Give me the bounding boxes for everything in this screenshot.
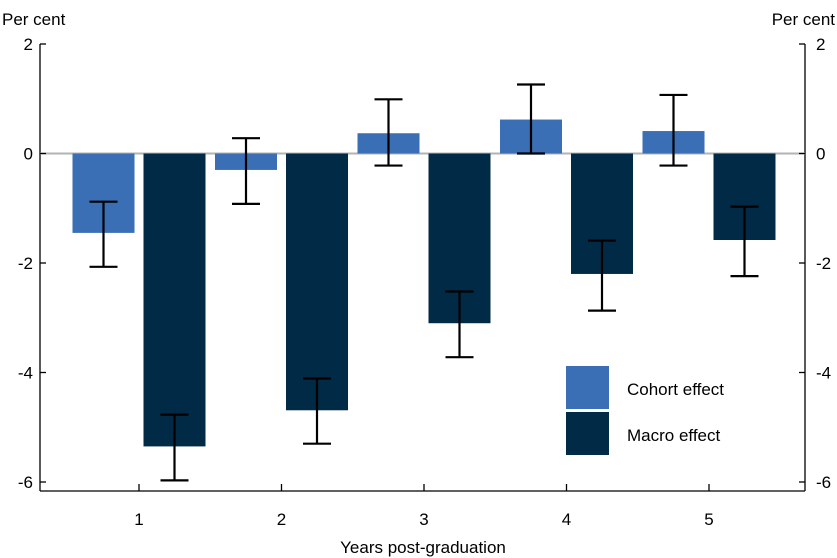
error-bar-cohort-year-4	[517, 83, 545, 155]
y-tick-label-left: -4	[18, 364, 33, 383]
legend-label-cohort: Cohort effect	[627, 380, 724, 399]
y-tick-label-right: -2	[816, 254, 831, 273]
y-tick-label-right: -6	[816, 473, 831, 492]
error-bar-macro-year-2	[303, 377, 331, 445]
y-tick-label-right: -4	[816, 364, 831, 383]
legend: Cohort effect Macro effect	[566, 366, 724, 455]
legend-swatch-macro	[566, 412, 609, 455]
y-tick-label-right: 0	[816, 145, 825, 164]
error-bars-layer	[89, 83, 759, 482]
right-unit-label: Per cent	[772, 10, 836, 29]
x-tick-label-4: 4	[562, 510, 571, 529]
error-bar-cohort-year-2	[232, 137, 260, 205]
y-tick-label-left: -6	[18, 473, 33, 492]
legend-label-macro: Macro effect	[627, 426, 721, 445]
error-bar-macro-year-1	[160, 413, 189, 482]
y-tick-label-right: 2	[816, 35, 825, 54]
error-bar-macro-year-4	[588, 239, 616, 312]
x-tick-label-5: 5	[704, 510, 713, 529]
legend-swatch-cohort	[566, 366, 609, 409]
error-bar-cohort-year-3	[374, 98, 403, 167]
x-axis-title: Years post-graduation	[340, 538, 506, 557]
x-ticks-layer: 1 2 3 4 5	[134, 484, 714, 529]
plot-frame	[39, 44, 806, 492]
bar-macro-year-2	[286, 153, 348, 411]
error-bar-cohort-year-1	[89, 200, 118, 268]
error-bar-macro-year-3	[445, 290, 474, 359]
error-bar-macro-year-5	[730, 205, 759, 278]
left-unit-label: Per cent	[2, 10, 66, 29]
bar-macro-year-1	[143, 153, 206, 447]
x-tick-label-3: 3	[419, 510, 428, 529]
y-tick-label-left: -2	[18, 254, 33, 273]
x-tick-label-2: 2	[277, 510, 286, 529]
bars-layer	[72, 119, 776, 447]
y-tick-label-left: 0	[24, 145, 33, 164]
y-tick-label-left: 2	[24, 35, 33, 54]
error-bar-cohort-year-5	[659, 93, 688, 167]
x-tick-label-1: 1	[134, 510, 143, 529]
y-ticks-layer: 2 2 0 0 -2 -2 -4 -4 -6 -6	[18, 35, 831, 492]
